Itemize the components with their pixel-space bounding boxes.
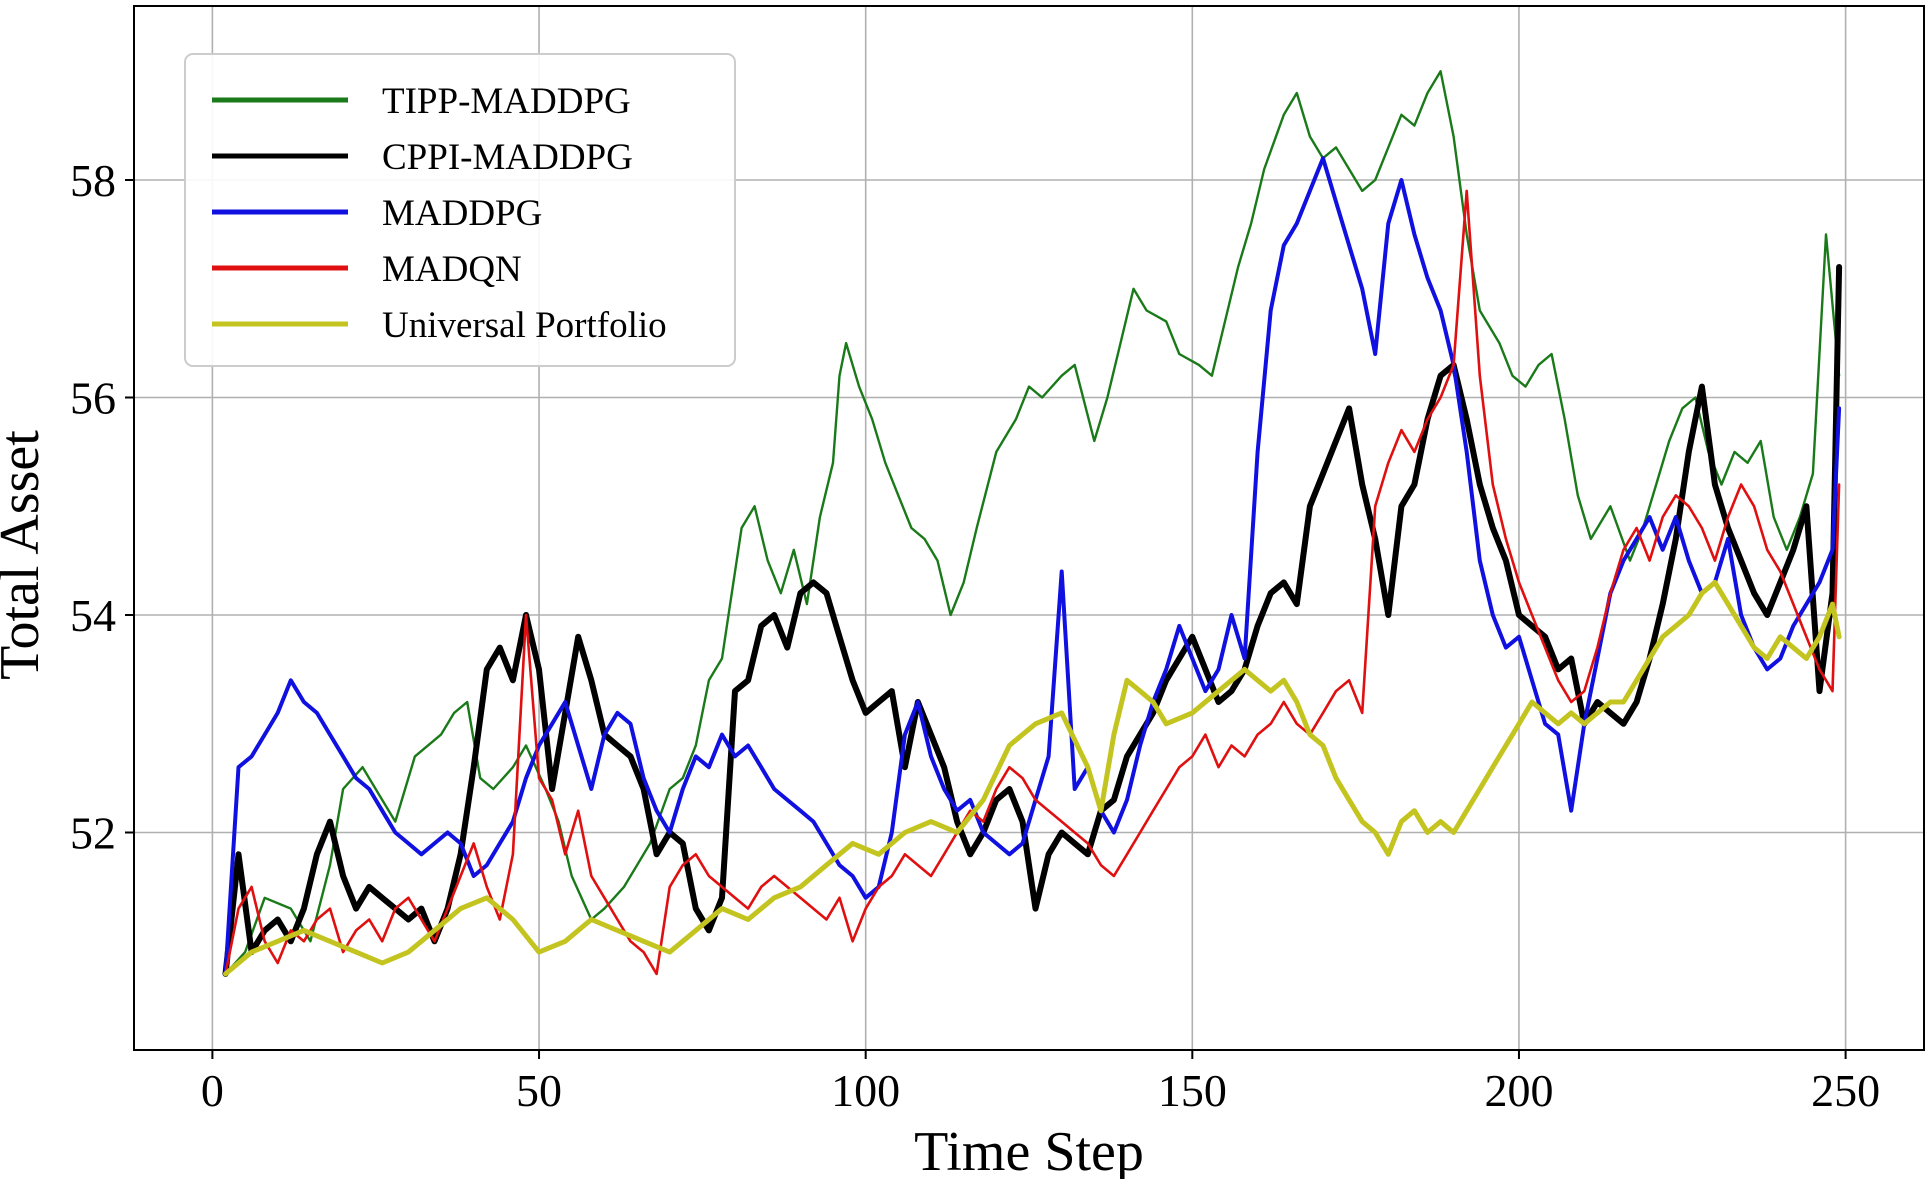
y-axis-label: Total Asset bbox=[0, 430, 51, 680]
x-axis-label: Time Step bbox=[914, 1121, 1144, 1179]
x-tick-label: 100 bbox=[831, 1065, 900, 1116]
grid bbox=[134, 6, 1924, 1050]
x-tick-label: 0 bbox=[201, 1065, 224, 1116]
series-line-cppi-maddpg bbox=[222, 264, 1843, 977]
legend-box bbox=[184, 53, 736, 367]
y-tick-label: 52 bbox=[70, 808, 116, 859]
legend-label-maddpg: MADDPG bbox=[382, 193, 542, 234]
y-tick-label: 54 bbox=[70, 590, 116, 641]
legend-label-cppi-maddpg: CPPI-MADDPG bbox=[382, 137, 633, 178]
plot-frame bbox=[133, 5, 1925, 1051]
y-tick-label: 58 bbox=[70, 155, 116, 206]
axis-ticks: 0 50 100 150 200 250 52 54 56 58 bbox=[70, 155, 1880, 1116]
series-line-universal-portfolio bbox=[223, 579, 1842, 977]
series-line-madqn bbox=[224, 189, 1841, 976]
y-tick-label: 56 bbox=[70, 373, 116, 424]
legend-label-tipp-maddpg: TIPP-MADDPG bbox=[382, 81, 631, 122]
legend-label-madqn: MADQN bbox=[382, 249, 522, 290]
x-tick-label: 250 bbox=[1811, 1065, 1880, 1116]
series-lines bbox=[222, 70, 1843, 977]
x-tick-label: 150 bbox=[1158, 1065, 1227, 1116]
legend-label-universal-portfolio: Universal Portfolio bbox=[382, 305, 667, 346]
legend: TIPP-MADDPG CPPI-MADDPG MADDPG MADQN Univers… bbox=[184, 53, 736, 367]
x-tick-label: 200 bbox=[1484, 1065, 1553, 1116]
x-tick-label: 50 bbox=[516, 1065, 562, 1116]
